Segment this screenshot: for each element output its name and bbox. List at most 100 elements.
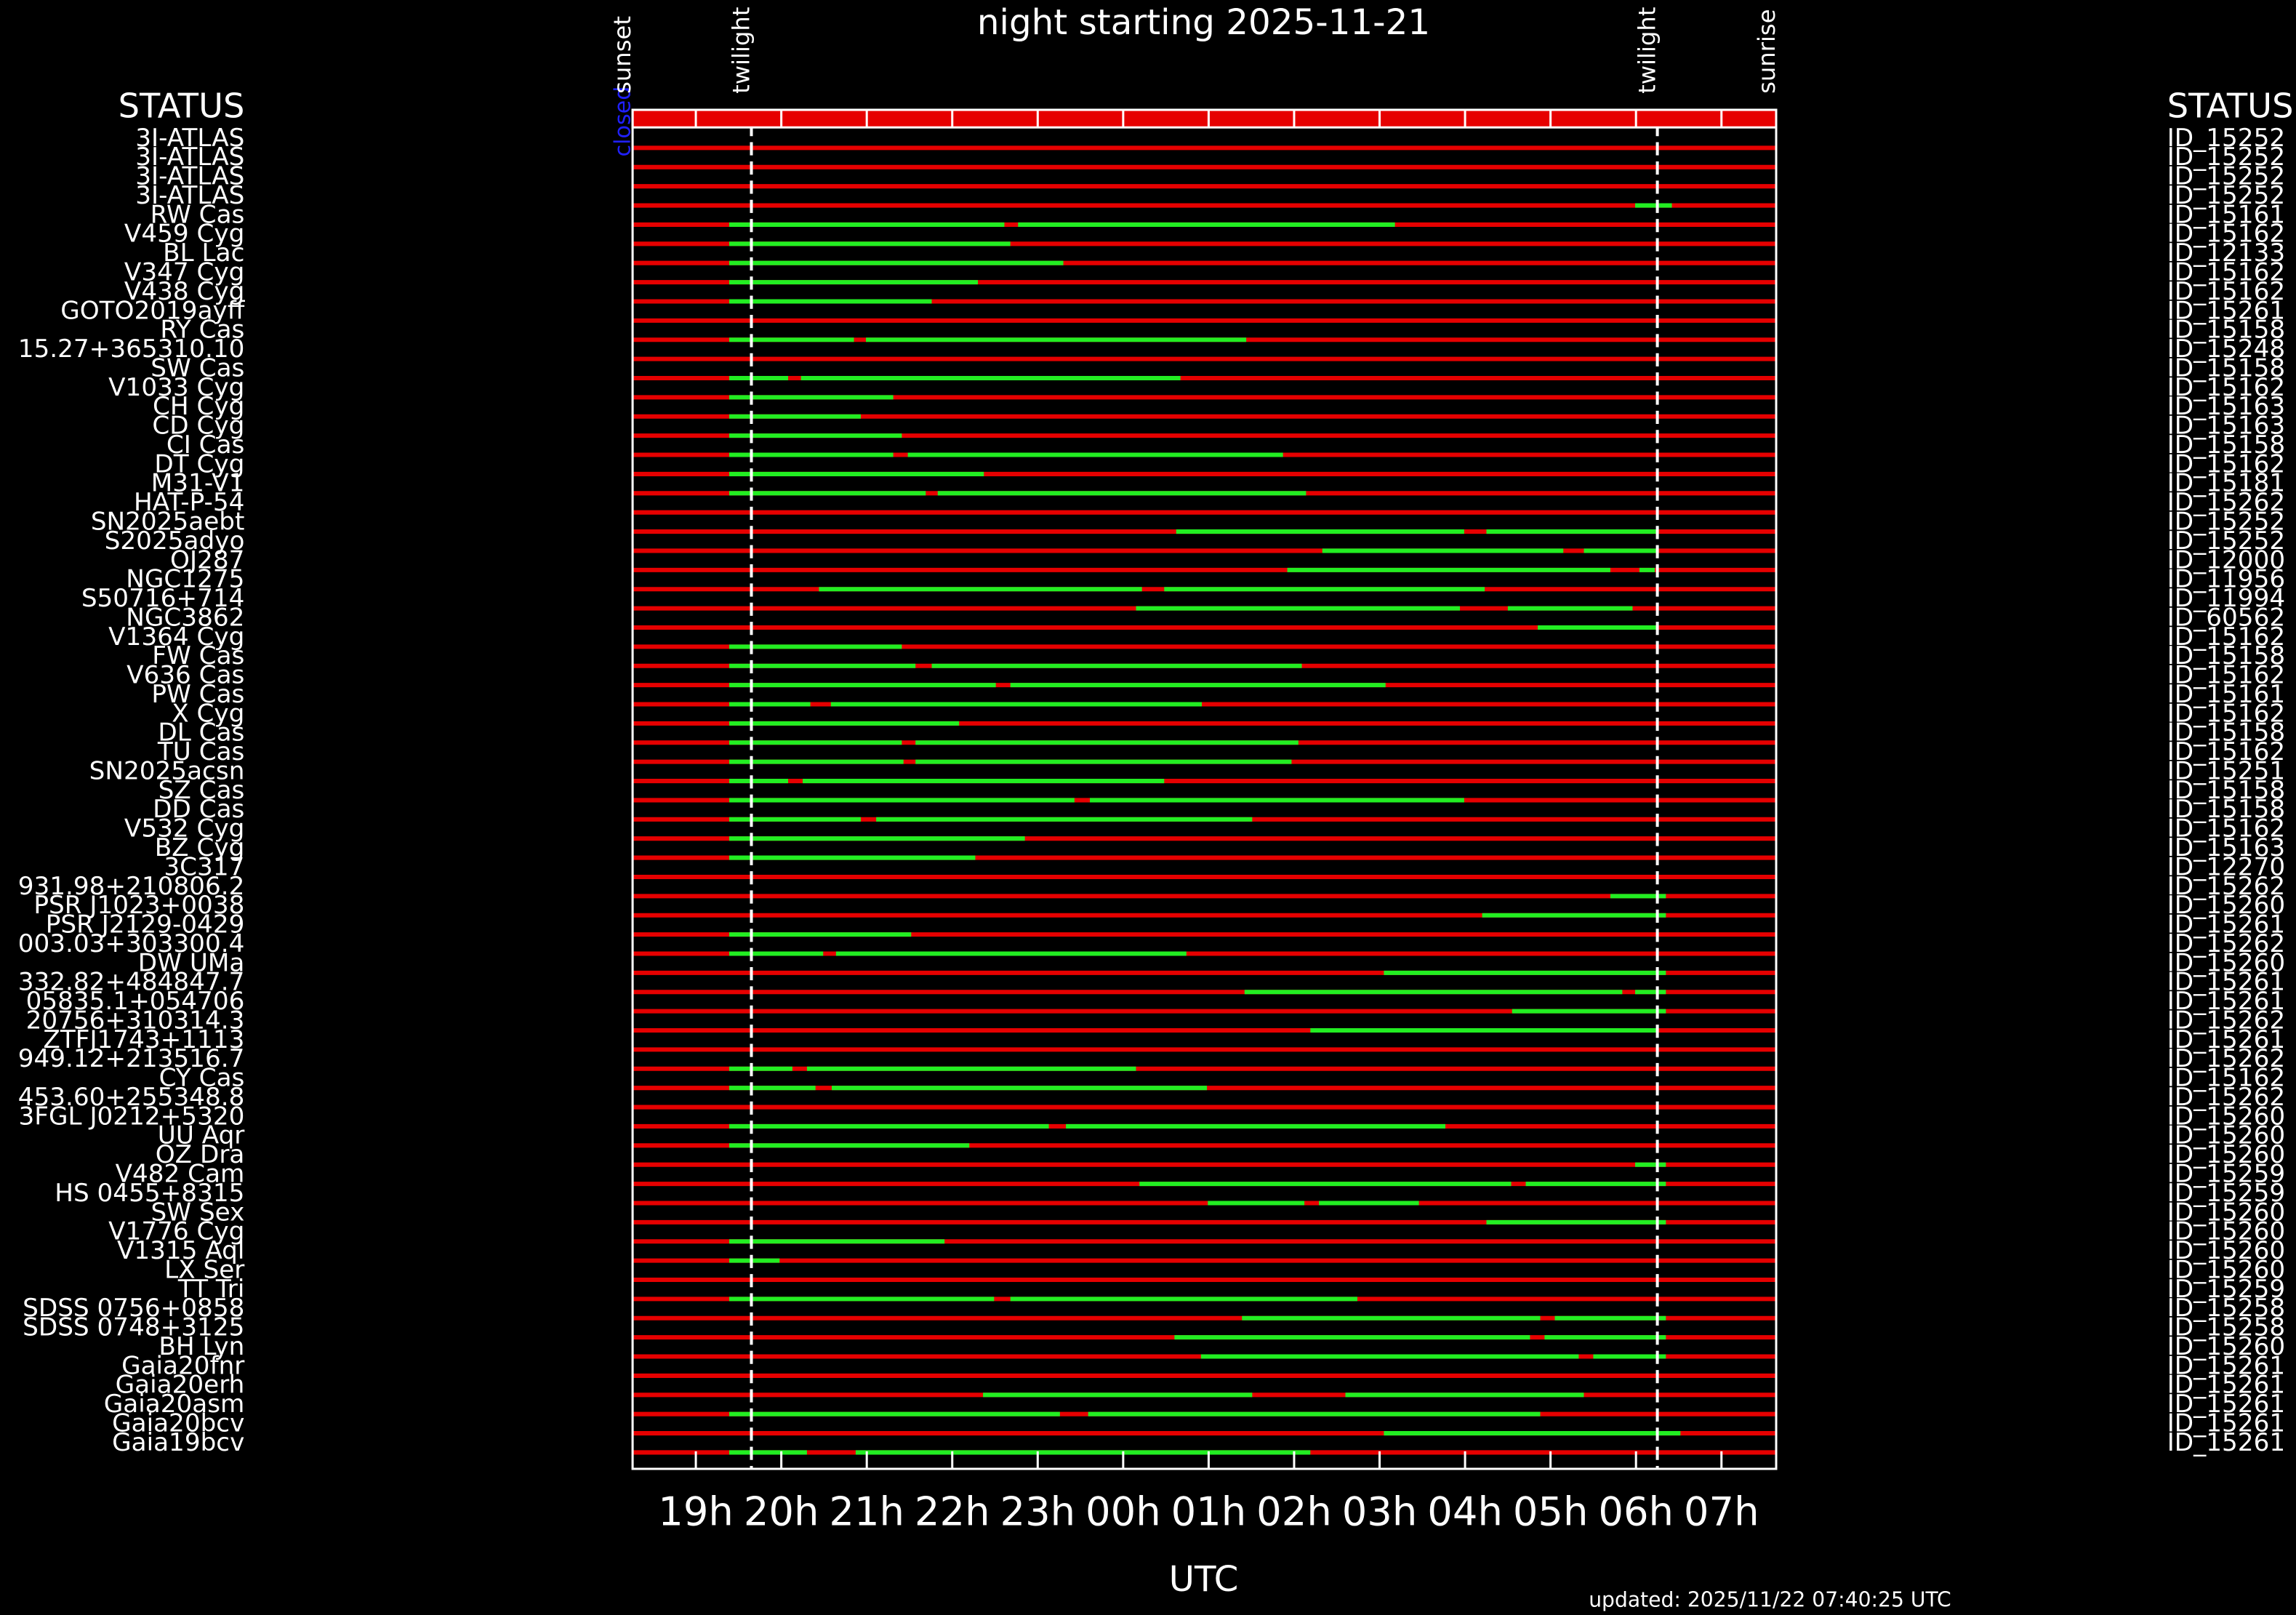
target-id: ID_15260 <box>2167 1198 2285 1227</box>
target-id: ID_11956 <box>2167 565 2285 594</box>
x-tick-label: 05h <box>1513 1489 1589 1535</box>
target-name: S50716+714 <box>81 584 245 613</box>
target-name: NGC3862 <box>126 603 244 632</box>
target-id: ID_15260 <box>2167 1236 2285 1265</box>
target-name: BH Lyn <box>158 1332 244 1361</box>
target-id: ID_15258 <box>2167 1294 2285 1323</box>
target-name: SN2025acsn <box>89 756 245 785</box>
target-name: 931.98+210806.2 <box>18 872 245 901</box>
target-id: ID_15248 <box>2167 334 2285 364</box>
target-id: ID_15158 <box>2167 718 2285 748</box>
target-id: ID_15158 <box>2167 316 2285 345</box>
target-name: SN2025aebt <box>91 507 245 536</box>
target-id: ID_15252 <box>2167 162 2285 191</box>
target-name: SW Cas <box>150 353 244 382</box>
x-tick-label: 02h <box>1256 1489 1332 1535</box>
target-name: CI Cas <box>166 430 245 460</box>
target-name: Gaia20asm <box>104 1390 245 1419</box>
target-id: ID_15162 <box>2167 699 2285 728</box>
target-id: ID_15163 <box>2167 412 2285 441</box>
target-id: ID_15162 <box>2167 277 2285 306</box>
target-id: ID_15158 <box>2167 430 2285 460</box>
target-id: ID_15261 <box>2167 910 2285 939</box>
target-id: ID_15162 <box>2167 737 2285 766</box>
target-name: X Cyg <box>172 699 244 728</box>
target-name: V459 Cyg <box>124 220 244 249</box>
target-name: 05835.1+054706 <box>26 987 245 1016</box>
target-id: ID_15261 <box>2167 1428 2285 1457</box>
target-name: V1315 Aql <box>117 1236 244 1265</box>
target-id: ID_15261 <box>2167 296 2285 325</box>
target-name: 3I-ATLAS <box>135 181 244 210</box>
target-name: UU Aqr <box>158 1121 245 1150</box>
target-id: ID_15162 <box>2167 661 2285 690</box>
target-id: ID_15158 <box>2167 641 2285 670</box>
x-tick-label: 19h <box>658 1489 734 1535</box>
target-id: ID_15261 <box>2167 1371 2285 1400</box>
target-name: V1776 Cyg <box>108 1217 244 1246</box>
target-name: RY Cas <box>160 316 244 345</box>
target-id: ID_60562 <box>2167 603 2285 632</box>
x-tick-label: 07h <box>1684 1489 1759 1535</box>
target-id: ID_15262 <box>2167 1006 2285 1035</box>
target-name: HAT-P-54 <box>134 488 244 517</box>
target-id: ID_15260 <box>2167 1121 2285 1150</box>
target-name: 003.03+303300.4 <box>18 929 245 958</box>
target-id: ID_15261 <box>2167 1390 2285 1419</box>
target-name: DD Cas <box>153 795 244 824</box>
target-id: ID_15260 <box>2167 1332 2285 1361</box>
target-name: 3I-ATLAS <box>135 162 244 191</box>
target-id: ID_15162 <box>2167 622 2285 652</box>
x-tick-label: 03h <box>1342 1489 1418 1535</box>
event-label: twilight <box>1634 7 1661 94</box>
target-id: ID_15161 <box>2167 200 2285 229</box>
target-name: 332.82+484847.7 <box>18 968 245 997</box>
x-tick-label: 23h <box>1000 1489 1075 1535</box>
plot-frame <box>631 108 1778 1470</box>
target-name: V438 Cyg <box>124 277 244 306</box>
target-name: 453.60+255348.8 <box>18 1083 245 1112</box>
target-id: ID_15158 <box>2167 353 2285 382</box>
target-id: ID_15260 <box>2167 1217 2285 1246</box>
target-name: OJ287 <box>170 545 244 574</box>
target-id: ID_15259 <box>2167 1179 2285 1208</box>
target-name: ZTFJ1743+1113 <box>43 1025 244 1054</box>
target-name: SW Sex <box>151 1198 245 1227</box>
target-name: Gaia20bcv <box>112 1408 244 1438</box>
target-id: ID_12133 <box>2167 239 2285 268</box>
target-name: NGC1275 <box>126 565 244 594</box>
target-name: Gaia20erh <box>116 1371 245 1400</box>
target-id: ID_15259 <box>2167 1275 2285 1304</box>
target-id: ID_15181 <box>2167 469 2285 498</box>
target-id: ID_15252 <box>2167 526 2285 556</box>
x-tick-label: 01h <box>1171 1489 1247 1535</box>
target-name: TT Tri <box>177 1275 245 1304</box>
target-id: ID_15162 <box>2167 449 2285 478</box>
target-name: CY Cas <box>159 1064 245 1093</box>
target-id: ID_15260 <box>2167 891 2285 920</box>
target-id: ID_15260 <box>2167 1140 2285 1169</box>
target-name: CH Cyg <box>153 392 244 421</box>
chart-title: night starting 2025-11-21 <box>977 2 1430 43</box>
update-note: updated: 2025/11/22 07:40:25 UTC <box>1589 1587 1951 1611</box>
target-id: ID_15252 <box>2167 181 2285 210</box>
x-axis-label: UTC <box>1169 1559 1239 1600</box>
target-id: ID_15162 <box>2167 220 2285 249</box>
target-name: Gaia20fnr <box>121 1351 245 1380</box>
target-id: ID_12000 <box>2167 545 2285 574</box>
target-name: V1033 Cyg <box>108 373 244 402</box>
target-id: ID_15262 <box>2167 488 2285 517</box>
target-id: ID_15261 <box>2167 987 2285 1016</box>
x-tick-label: 21h <box>829 1489 904 1535</box>
left-header: STATUS <box>119 87 245 126</box>
x-tick-label: 06h <box>1598 1489 1674 1535</box>
target-name: 20756+310314.3 <box>26 1006 245 1035</box>
x-tick-label: 22h <box>915 1489 990 1535</box>
target-name: OZ Dra <box>156 1140 245 1169</box>
target-name: FW Cas <box>152 641 244 670</box>
event-label: sunset <box>609 16 636 94</box>
target-id: ID_15252 <box>2167 124 2285 153</box>
target-name: 3FGL J0212+5320 <box>19 1102 245 1131</box>
target-name: CD Cyg <box>152 412 244 441</box>
